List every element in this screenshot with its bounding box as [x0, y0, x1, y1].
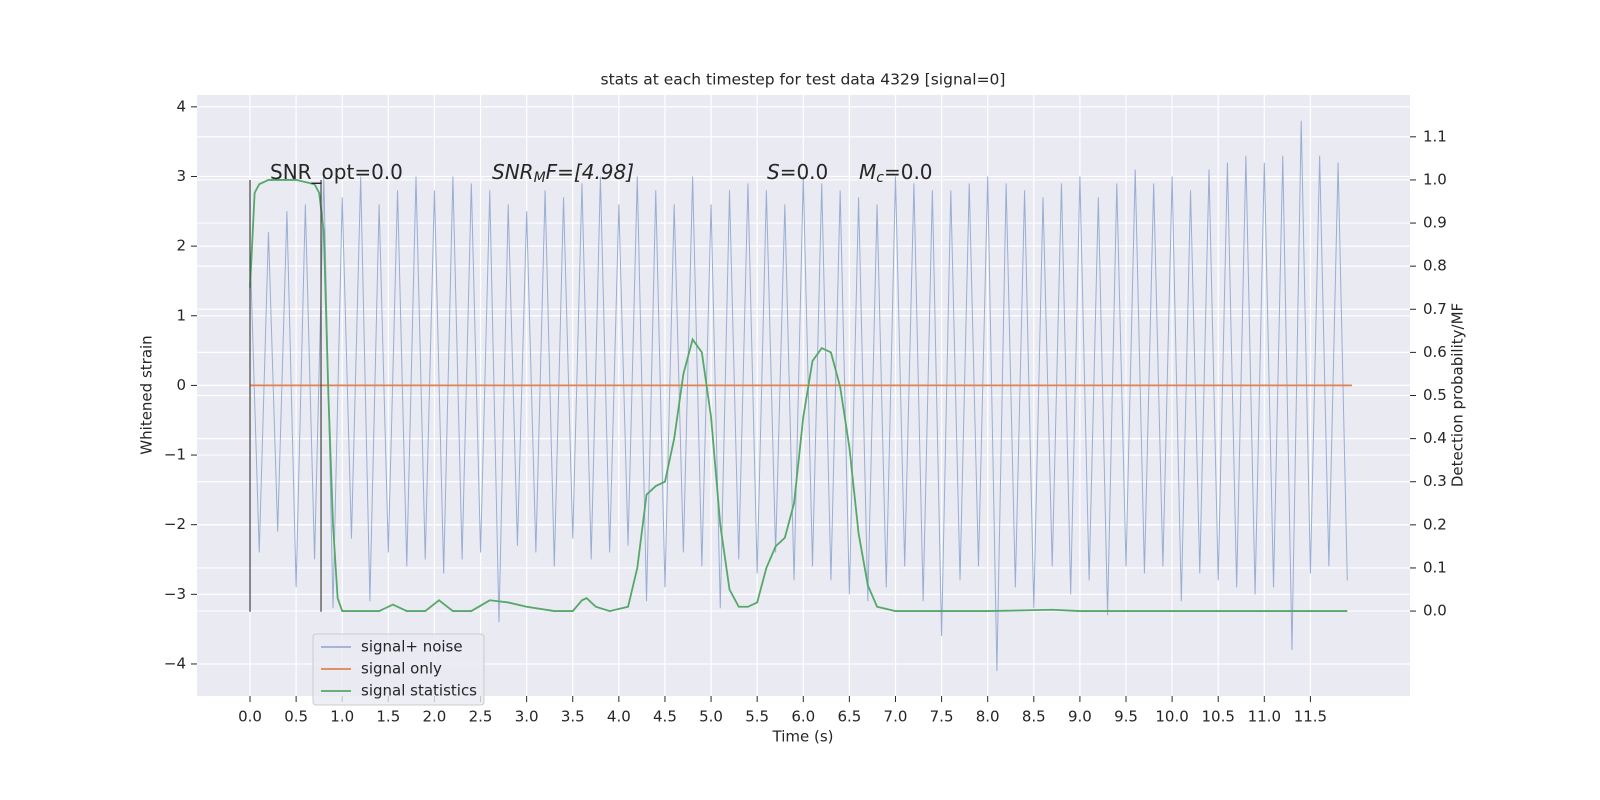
- x-tick-label: 4.5: [653, 708, 677, 726]
- x-tick-label: 5.5: [745, 708, 769, 726]
- y-axis-label: Whitened strain: [138, 335, 156, 454]
- x-tick-label: 3.0: [515, 708, 539, 726]
- x-tick-label: 10.0: [1155, 708, 1188, 726]
- annotation-part: M: [534, 170, 546, 186]
- y-tick-label: −3: [164, 585, 186, 603]
- annotation-part: c: [876, 170, 884, 186]
- y-tick-label: −2: [164, 515, 186, 533]
- annotation-part: M: [859, 160, 876, 184]
- x-tick-label: 11.0: [1248, 708, 1281, 726]
- y2-tick-label: 0.7: [1423, 300, 1447, 318]
- x-tick-label: 5.0: [699, 708, 723, 726]
- x-tick-label: 3.5: [561, 708, 585, 726]
- annotation-part: =0.0: [780, 160, 829, 184]
- y2-tick-label: 0.0: [1423, 602, 1447, 620]
- x-tick-label: 10.5: [1202, 708, 1235, 726]
- y-tick-label: 1: [176, 306, 186, 324]
- y-tick-label: 0: [176, 376, 186, 394]
- annotation-part: =0.0: [884, 160, 933, 184]
- y2-tick-label: 0.6: [1423, 343, 1447, 361]
- x-tick-label: 2.0: [423, 708, 447, 726]
- y2-tick-label: 0.2: [1423, 515, 1447, 533]
- y-tick-label: 4: [176, 97, 186, 115]
- annotation: SNR_opt=0.0: [270, 160, 403, 184]
- x-tick-label: 11.5: [1294, 708, 1327, 726]
- annotation-part: S: [767, 160, 780, 184]
- y2-tick-label: 0.8: [1423, 257, 1447, 275]
- x-axis-label: Time (s): [772, 728, 834, 746]
- x-tick-label: 9.0: [1068, 708, 1092, 726]
- annotation: Mc=0.0: [859, 160, 933, 187]
- y2-tick-label: 1.0: [1423, 170, 1447, 188]
- x-tick-label: 1.0: [330, 708, 354, 726]
- x-tick-label: 0.0: [238, 708, 262, 726]
- x-tick-label: 7.5: [930, 708, 954, 726]
- annotation-part: F=[4.98]: [546, 160, 634, 184]
- y2-tick-label: 0.1: [1423, 558, 1447, 576]
- y-tick-label: 2: [176, 237, 186, 255]
- annotation: S=0.0: [767, 160, 828, 184]
- series-line: [249, 179, 1348, 613]
- x-tick-label: 0.5: [284, 708, 308, 726]
- y2-axis-label: Detection probability/MF: [1449, 303, 1467, 487]
- legend-box: [312, 633, 485, 706]
- y-tick-label: −4: [164, 654, 186, 672]
- x-tick-label: 8.5: [1022, 708, 1046, 726]
- legend-label: signal only: [361, 660, 442, 678]
- y2-tick-label: 0.4: [1423, 429, 1447, 447]
- x-tick-label: 4.0: [607, 708, 631, 726]
- x-tick-label: 7.0: [884, 708, 908, 726]
- y-tick-label: 3: [176, 167, 186, 185]
- x-tick-label: 6.5: [837, 708, 861, 726]
- y2-tick-label: 0.3: [1423, 472, 1447, 490]
- x-tick-label: 9.5: [1114, 708, 1138, 726]
- legend-label: signal statistics: [361, 682, 477, 700]
- legend-label: signal+ noise: [361, 638, 463, 656]
- y2-tick-label: 1.1: [1423, 127, 1447, 145]
- y-tick-label: −1: [164, 446, 186, 464]
- annotation-part: SNR: [492, 160, 534, 184]
- x-tick-label: 8.0: [976, 708, 1000, 726]
- y2-tick-label: 0.9: [1423, 214, 1447, 232]
- y2-tick-label: 0.5: [1423, 386, 1447, 404]
- series-line: [249, 120, 1348, 671]
- chart-title: stats at each timestep for test data 432…: [601, 71, 1006, 89]
- annotation-part: SNR_opt=0.0: [270, 160, 403, 184]
- x-tick-label: 6.0: [791, 708, 815, 726]
- x-tick-label: 1.5: [376, 708, 400, 726]
- annotation: SNRMF=[4.98]: [492, 160, 634, 187]
- x-tick-label: 2.5: [469, 708, 493, 726]
